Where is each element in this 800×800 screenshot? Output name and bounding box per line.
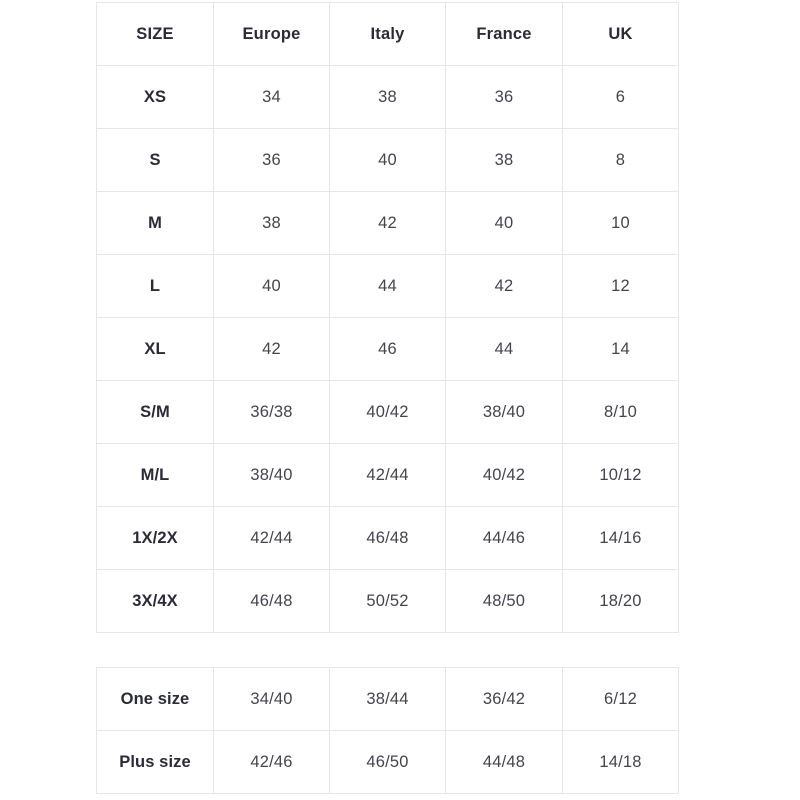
one-size-plus-size-table: One size 34/40 38/44 36/42 6/12 Plus siz…: [96, 667, 679, 794]
uk-value-cell: 10/12: [562, 443, 679, 507]
size-label-cell: Plus size: [96, 730, 214, 794]
table-header: SIZE Europe Italy France UK: [96, 2, 679, 66]
italy-value-cell: 40/42: [329, 380, 446, 444]
italy-value-cell: 40: [329, 128, 446, 192]
europe-value-cell: 46/48: [213, 569, 330, 633]
table-row: S/M 36/38 40/42 38/40 8/10: [96, 380, 679, 444]
table-row: M/L 38/40 42/44 40/42 10/12: [96, 443, 679, 507]
table-row: XS 34 38 36 6: [96, 65, 679, 129]
europe-value-cell: 42: [213, 317, 330, 381]
size-label-cell: M/L: [96, 443, 214, 507]
uk-value-cell: 14: [562, 317, 679, 381]
table-body: One size 34/40 38/44 36/42 6/12 Plus siz…: [96, 667, 679, 794]
size-label-cell: S: [96, 128, 214, 192]
france-value-cell: 40: [445, 191, 563, 255]
table-row: Plus size 42/46 46/50 44/48 14/18: [96, 730, 679, 794]
france-value-cell: 48/50: [445, 569, 563, 633]
table-row: 1X/2X 42/44 46/48 44/46 14/16: [96, 506, 679, 570]
table-row: XL 42 46 44 14: [96, 317, 679, 381]
table-header-row: SIZE Europe Italy France UK: [96, 2, 679, 66]
france-value-cell: 44/48: [445, 730, 563, 794]
italy-value-cell: 46/48: [329, 506, 446, 570]
france-value-cell: 44/46: [445, 506, 563, 570]
europe-value-cell: 34: [213, 65, 330, 129]
europe-value-cell: 36: [213, 128, 330, 192]
size-label-cell: XL: [96, 317, 214, 381]
uk-value-cell: 10: [562, 191, 679, 255]
column-header-size: SIZE: [96, 2, 214, 66]
europe-value-cell: 38/40: [213, 443, 330, 507]
table-body: XS 34 38 36 6 S 36 40 38 8 M 38 42 40 10: [96, 65, 679, 633]
size-label-cell: S/M: [96, 380, 214, 444]
italy-value-cell: 50/52: [329, 569, 446, 633]
standard-size-table: SIZE Europe Italy France UK XS 34 38 36 …: [96, 2, 679, 633]
italy-value-cell: 42/44: [329, 443, 446, 507]
size-label-cell: One size: [96, 667, 214, 731]
uk-value-cell: 14/16: [562, 506, 679, 570]
uk-value-cell: 12: [562, 254, 679, 318]
europe-value-cell: 42/46: [213, 730, 330, 794]
column-header-europe: Europe: [213, 2, 330, 66]
italy-value-cell: 38/44: [329, 667, 446, 731]
italy-value-cell: 42: [329, 191, 446, 255]
table-row: One size 34/40 38/44 36/42 6/12: [96, 667, 679, 731]
column-header-uk: UK: [562, 2, 679, 66]
europe-value-cell: 40: [213, 254, 330, 318]
uk-value-cell: 8/10: [562, 380, 679, 444]
france-value-cell: 40/42: [445, 443, 563, 507]
italy-value-cell: 38: [329, 65, 446, 129]
table-row: M 38 42 40 10: [96, 191, 679, 255]
italy-value-cell: 44: [329, 254, 446, 318]
europe-value-cell: 34/40: [213, 667, 330, 731]
uk-value-cell: 14/18: [562, 730, 679, 794]
europe-value-cell: 36/38: [213, 380, 330, 444]
size-label-cell: 1X/2X: [96, 506, 214, 570]
italy-value-cell: 46/50: [329, 730, 446, 794]
france-value-cell: 36: [445, 65, 563, 129]
italy-value-cell: 46: [329, 317, 446, 381]
france-value-cell: 36/42: [445, 667, 563, 731]
europe-value-cell: 42/44: [213, 506, 330, 570]
column-header-italy: Italy: [329, 2, 446, 66]
table-row: 3X/4X 46/48 50/52 48/50 18/20: [96, 569, 679, 633]
uk-value-cell: 8: [562, 128, 679, 192]
uk-value-cell: 6/12: [562, 667, 679, 731]
table-row: S 36 40 38 8: [96, 128, 679, 192]
size-label-cell: XS: [96, 65, 214, 129]
france-value-cell: 38: [445, 128, 563, 192]
europe-value-cell: 38: [213, 191, 330, 255]
france-value-cell: 38/40: [445, 380, 563, 444]
size-label-cell: M: [96, 191, 214, 255]
uk-value-cell: 6: [562, 65, 679, 129]
france-value-cell: 42: [445, 254, 563, 318]
france-value-cell: 44: [445, 317, 563, 381]
size-label-cell: 3X/4X: [96, 569, 214, 633]
size-label-cell: L: [96, 254, 214, 318]
uk-value-cell: 18/20: [562, 569, 679, 633]
table-row: L 40 44 42 12: [96, 254, 679, 318]
column-header-france: France: [445, 2, 563, 66]
